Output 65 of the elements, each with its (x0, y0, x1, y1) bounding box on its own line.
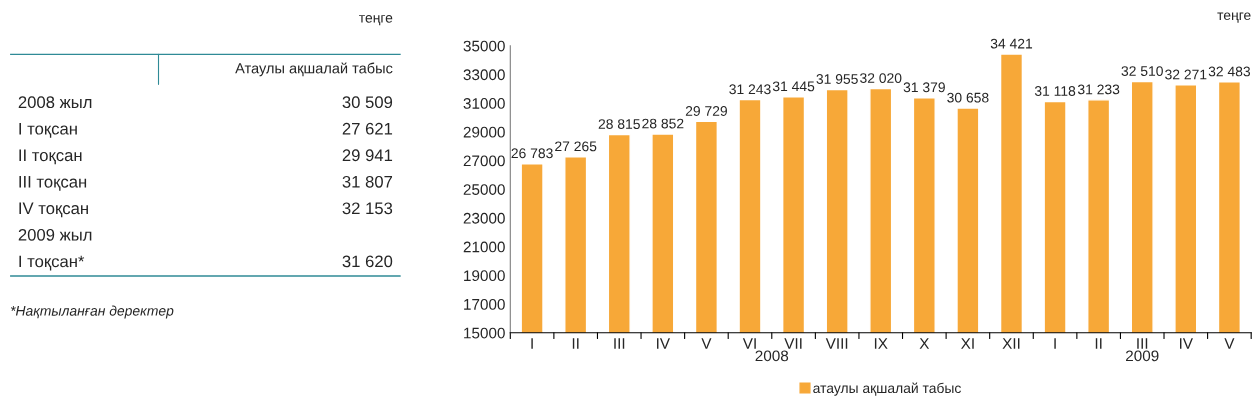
x-tick-label: V (1224, 338, 1235, 349)
data-label: 31 955 (816, 74, 858, 84)
x-tick-label: VII (784, 338, 802, 349)
y-tick-label: 29000 (463, 126, 505, 138)
x-tick-label: VIII (825, 338, 848, 349)
x-tick-label: XI (961, 338, 974, 349)
y-tick-label: 17000 (464, 298, 505, 310)
x-tick-label: II (1095, 338, 1102, 349)
data-label: 26 783 (511, 148, 553, 159)
x-tick-label: III (614, 338, 625, 349)
data-label: 27 265 (555, 141, 597, 152)
x-tick-label: IV (1180, 338, 1193, 349)
x-tick-label: X (919, 338, 930, 349)
y-axis-title: теңге (1217, 12, 1251, 23)
category-label: IV тоқсан (19, 202, 88, 218)
text: 29 941 (342, 149, 393, 162)
category-label: I тоқсан* (19, 255, 85, 271)
y-tick-label: 35000 (463, 40, 505, 52)
data-label: 31 445 (772, 81, 815, 92)
x-tick-label: I (1054, 338, 1056, 349)
x-tick-label: IV (657, 338, 670, 349)
category-label: 2009 жыл (18, 228, 92, 241)
category-label: II тоқсан (19, 149, 82, 165)
data-label: 31 118 (1034, 86, 1076, 96)
x-tick-label: VI (742, 338, 756, 349)
y-tick-label: 23000 (463, 212, 505, 224)
text: 2009 (1126, 350, 1159, 362)
text: 32 153 (342, 202, 393, 215)
y-tick-label: 31000 (463, 98, 505, 109)
x-tick-label: III (1137, 338, 1148, 349)
data-label: 34 421 (990, 38, 1033, 49)
x-tick-label: V (701, 338, 712, 349)
y-tick-label: 21000 (463, 241, 505, 253)
text: *Нақтыланған деректер (10, 305, 174, 319)
data-label: 32 510 (1121, 66, 1163, 76)
data-label: 31 233 (1077, 84, 1120, 95)
x-tick-label: IX (874, 338, 888, 349)
data-label: 31 379 (903, 82, 945, 93)
data-label: 28 852 (642, 118, 684, 129)
text: теңге (359, 15, 393, 26)
data-label: 28 815 (598, 119, 640, 129)
category-label: 2008 жыл (18, 96, 92, 109)
x-tick-label: I (531, 338, 533, 349)
text: 27 621 (342, 122, 393, 135)
text: 30 509 (342, 96, 393, 109)
data-label: 32 483 (1208, 66, 1251, 77)
text: 31 620 (342, 255, 393, 268)
y-tick-label: 25000 (463, 184, 505, 195)
data-label: 32 020 (860, 73, 902, 84)
data-label: 31 243 (729, 84, 771, 95)
legend-label: атаулы ақшалай табыс (813, 382, 961, 396)
x-tick-label: II (572, 338, 579, 349)
text: 2008 (755, 350, 789, 362)
x-tick-label: XII (1002, 338, 1020, 349)
text: Атаулы ақшалай табыс (235, 62, 393, 77)
data-label: 30 658 (947, 92, 989, 103)
category-label: I тоқсан (19, 122, 77, 138)
y-tick-label: 19000 (464, 270, 505, 282)
y-tick-label: 27000 (463, 155, 505, 167)
category-label: III тоқсан (19, 176, 87, 191)
y-tick-label: 33000 (463, 69, 505, 81)
data-label: 29 729 (685, 106, 727, 116)
y-tick-label: 15000 (464, 327, 505, 339)
data-label: 32 271 (1165, 69, 1207, 80)
text: 31 807 (342, 175, 393, 188)
